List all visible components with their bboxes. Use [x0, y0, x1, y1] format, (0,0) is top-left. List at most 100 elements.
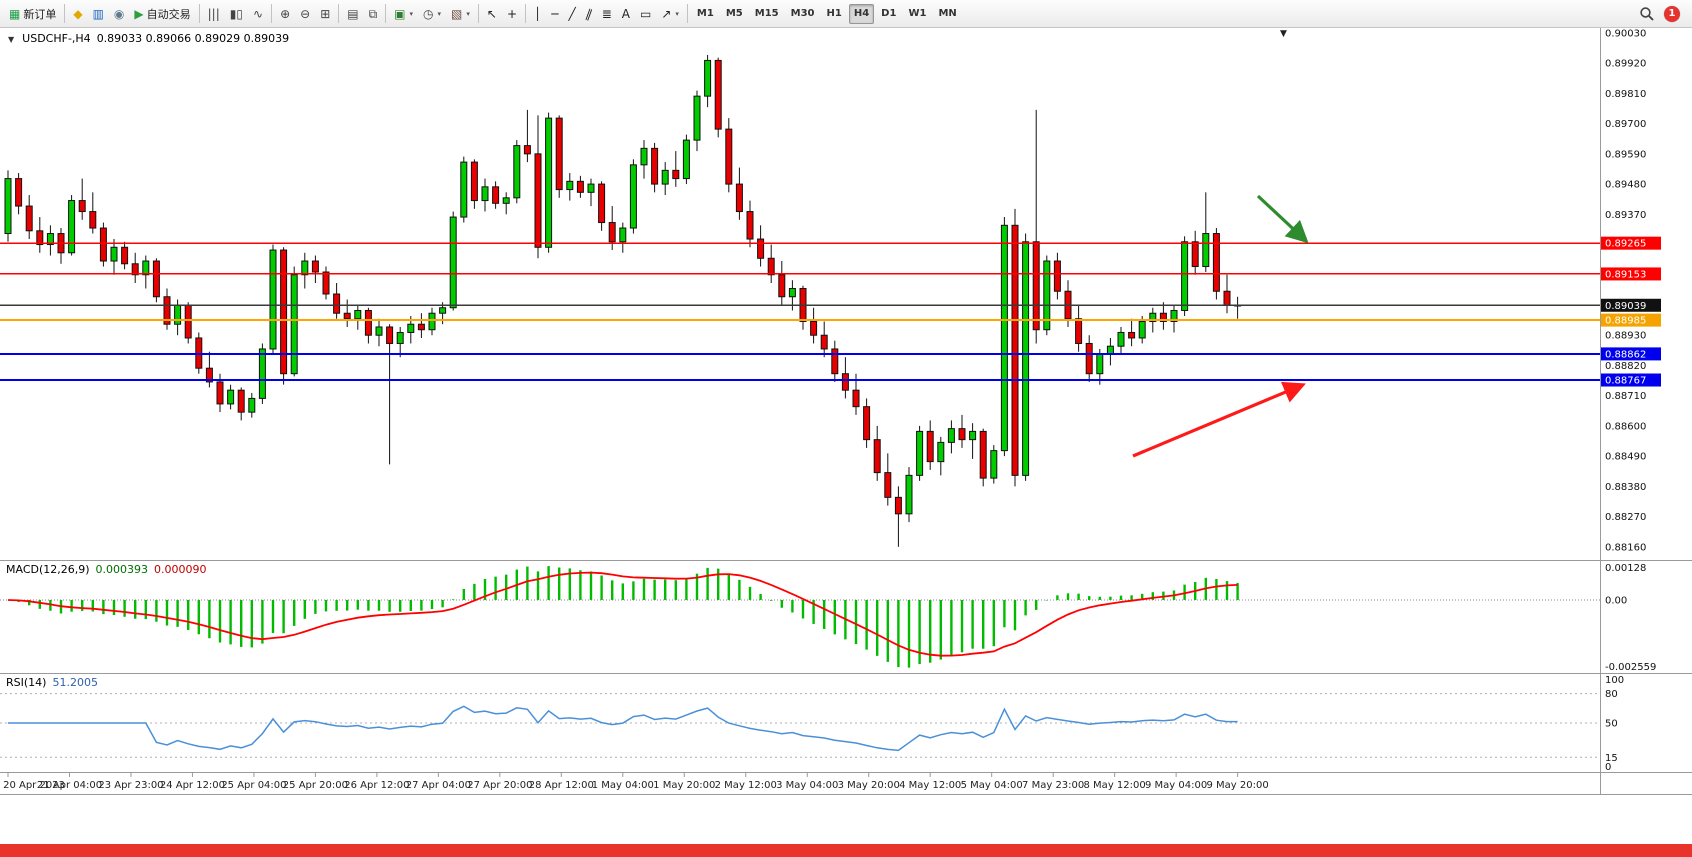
candle — [396, 326, 404, 358]
time-axis-label: 20 Apr 2023 — [3, 780, 65, 791]
toolbar-right-group: 1 — [1639, 5, 1688, 22]
arrange-windows-button[interactable]: ▤ — [342, 3, 363, 25]
search-icon — [1640, 6, 1654, 21]
candle — [1022, 233, 1030, 481]
candle — [905, 467, 913, 523]
candle — [1202, 192, 1210, 273]
timeframe-mn-button[interactable]: MN — [933, 4, 961, 24]
zoom-in-button[interactable]: ⊕ — [275, 3, 295, 25]
price-axis-label: 0.89590 — [1605, 149, 1646, 160]
macd-main-value: 0.000393 — [95, 563, 149, 576]
tile-windows-button[interactable]: ⊞ — [315, 3, 335, 25]
search-button[interactable] — [1639, 6, 1655, 22]
macd-axis-label: -0.002559 — [1605, 662, 1656, 673]
candle — [916, 425, 924, 481]
timeframe-d1-button[interactable]: D1 — [876, 4, 901, 24]
candle — [110, 239, 118, 275]
fibonacci-button[interactable]: ≣ — [597, 3, 617, 25]
timeframe-h1-button[interactable]: H1 — [822, 4, 847, 24]
chart-shift-marker[interactable]: ▼ — [1280, 29, 1287, 39]
candle — [1181, 236, 1189, 316]
green-arrow[interactable] — [1256, 194, 1309, 244]
candle — [68, 195, 76, 256]
text-button[interactable]: A — [617, 3, 635, 25]
time-axis-label: 7 May 23:00 — [1022, 780, 1084, 791]
price-axis-label: 0.88490 — [1605, 452, 1646, 463]
market-watch-button[interactable]: ◆ — [68, 3, 87, 25]
price-axis-label: 0.89370 — [1605, 210, 1646, 221]
candle — [651, 142, 659, 193]
bar-chart-button[interactable]: ||| — [203, 3, 225, 25]
horizontal-line-button[interactable]: ─ — [546, 3, 563, 25]
candle — [598, 181, 606, 231]
new-chart-icon: ▣ — [394, 6, 406, 21]
timeframe-button-group: M1 M5 M15 M30 H1 H4 D1 W1 MN — [691, 3, 963, 24]
svg-text:0.88767: 0.88767 — [1605, 376, 1646, 387]
timeframe-m30-button[interactable]: M30 — [786, 4, 820, 24]
candle — [947, 420, 955, 454]
vertical-line-button[interactable]: │ — [529, 3, 546, 25]
data-window-button[interactable]: ▥ — [88, 3, 109, 25]
equidistant-channel-button[interactable]: ∥ — [581, 3, 597, 25]
time-axis-label: 25 Apr 04:00 — [221, 780, 286, 791]
toolbar-separator — [477, 4, 479, 23]
candle — [1043, 255, 1051, 336]
candle — [587, 178, 595, 207]
time-axis-label: 4 May 12:00 — [899, 780, 961, 791]
new-order-label: 新订单 — [23, 7, 57, 21]
notification-badge[interactable]: 1 — [1664, 5, 1680, 22]
toolbar-separator — [64, 4, 66, 23]
chart-window[interactable]: 0.90030 0.89920 0.89810 0.89700 0.89590 0.894… — [0, 28, 1692, 795]
candle — [417, 313, 425, 338]
templates-button[interactable]: ▧ ▾ — [446, 3, 475, 25]
auto-trading-icon: ▶ — [134, 6, 144, 21]
equidistant-channel-icon: ∥ — [583, 5, 594, 22]
candle — [386, 324, 394, 465]
cascade-windows-button[interactable]: ⧉ — [364, 3, 383, 25]
cursor-button[interactable]: ↖ — [482, 3, 502, 25]
periods-button[interactable]: ◷ ▾ — [418, 3, 446, 25]
candlestick-chart-button[interactable]: ▮▯ — [225, 3, 248, 25]
zoom-out-button[interactable]: ⊖ — [295, 3, 315, 25]
auto-trading-button[interactable]: ▶ 自动交易 — [129, 3, 195, 25]
candle — [78, 178, 86, 220]
candle — [969, 423, 977, 459]
candle — [121, 241, 129, 270]
vertical-line-icon: │ — [534, 6, 542, 21]
macd-signal-line — [7, 571, 1238, 657]
svg-text:0.88862: 0.88862 — [1605, 349, 1646, 360]
rsi-indicator-label: RSI(14) 51.2005 — [6, 676, 98, 689]
chart-canvas[interactable]: 0.90030 0.89920 0.89810 0.89700 0.89590 0.894… — [0, 28, 1692, 795]
candle — [926, 420, 934, 470]
new-chart-button[interactable]: ▣ ▾ — [389, 3, 418, 25]
navigator-button[interactable]: ◉ — [109, 3, 129, 25]
chart-menu-triangle-icon[interactable]: ▼ — [8, 35, 15, 44]
candle — [227, 384, 235, 410]
time-axis-label: 1 May 20:00 — [653, 780, 715, 791]
market-watch-icon: ◆ — [73, 6, 83, 21]
timeframe-m5-button[interactable]: M5 — [721, 4, 748, 24]
line-chart-button[interactable]: ∿ — [248, 3, 268, 25]
rsi-axis-label: 50 — [1605, 719, 1618, 730]
timeframe-m1-button[interactable]: M1 — [692, 4, 719, 24]
candle — [343, 299, 351, 327]
rsi-axis-label: 80 — [1605, 689, 1618, 700]
new-order-button[interactable]: ▦ 新订单 — [4, 3, 61, 25]
crosshair-button[interactable]: + — [502, 3, 522, 25]
timeframe-m15-button[interactable]: M15 — [750, 4, 784, 24]
timeframe-h4-button[interactable]: H4 — [848, 3, 875, 24]
trendline-button[interactable]: ╱ — [563, 3, 580, 25]
timeframe-w1-button[interactable]: W1 — [903, 4, 931, 24]
dropdown-caret-icon: ▾ — [409, 9, 414, 18]
toolbar-separator — [271, 4, 273, 23]
candle — [322, 266, 330, 300]
time-axis-label: 1 May 04:00 — [592, 780, 654, 791]
arrows-tool-button[interactable]: ↗ ▾ — [656, 3, 684, 25]
red-arrow[interactable] — [1132, 381, 1306, 458]
candle — [89, 192, 97, 234]
macd-signal-value: 0.000090 — [154, 563, 207, 576]
text-label-button[interactable]: ▭ — [635, 3, 656, 25]
rsi-name: RSI(14) — [6, 676, 47, 689]
time-axis-label: 23 Apr 23:00 — [98, 780, 163, 791]
candle — [841, 357, 849, 399]
